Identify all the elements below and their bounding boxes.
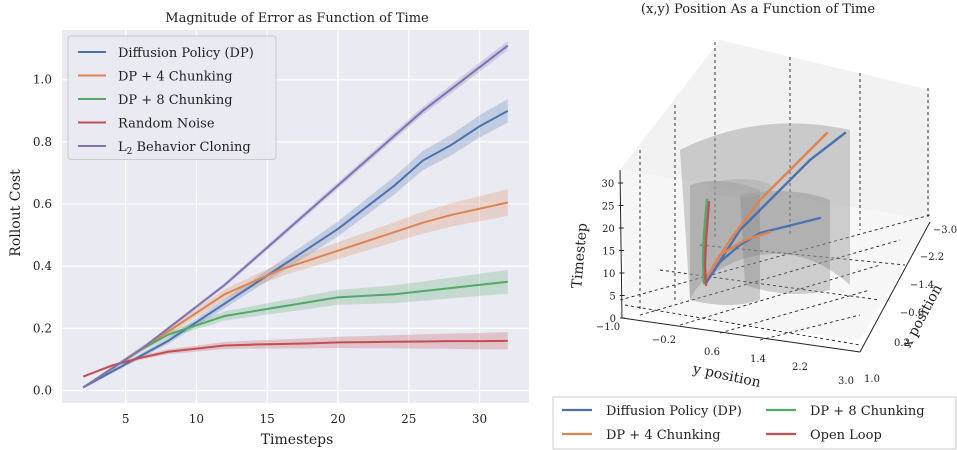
legend-label: DP + 4 Chunking	[606, 428, 721, 443]
x-tick-label: 10	[189, 412, 204, 426]
legend-label: Diffusion Policy (DP)	[118, 46, 254, 61]
x-tick-label: 5	[122, 412, 130, 426]
timestep-ticks: 0 5 10 15 20 25 30	[601, 179, 625, 325]
cylinder-obstacle-2	[740, 191, 830, 294]
y-axis-label: Rollout Cost	[8, 169, 24, 257]
series-line	[82, 44, 509, 389]
legend-label: Random Noise	[118, 117, 215, 132]
chart-title: Magnitude of Error as Function of Time	[165, 11, 429, 26]
legend-label: Diffusion Policy (DP)	[606, 404, 742, 419]
confidence-band	[83, 269, 508, 389]
series-line	[82, 109, 509, 389]
timestep-tick-label: 25	[602, 202, 615, 213]
back-pane	[620, 40, 930, 220]
y-position-tick-label: 0.6	[704, 347, 720, 358]
axis-ticks: 5 10 15 20 25 30 0.0 0.2 0.4 0.6 0.8 1.0	[33, 73, 487, 426]
position-3d-chart: (x,y) Position As a Function of Time	[552, 2, 957, 450]
y-position-tick-label: −0.2	[652, 335, 676, 346]
dp8-trajectory	[701, 198, 709, 285]
grid-line	[679, 264, 881, 326]
x-position-tick-label: 1.0	[864, 374, 880, 385]
timestep-label: Timestep	[569, 222, 591, 289]
legend-label: DP + 8 Chunking	[810, 404, 925, 419]
y-position-tick-label: 1.4	[750, 354, 766, 365]
legend-3d: Diffusion Policy (DP) DP + 4 Chunking DP +…	[552, 396, 957, 450]
series-line	[82, 339, 508, 378]
grid-line	[759, 314, 861, 341]
y-tick-label: 0.0	[33, 384, 52, 398]
timestep-tick-label: 30	[601, 179, 614, 190]
x-tick-label: 20	[330, 412, 345, 426]
confidence-bands	[83, 40, 508, 389]
chart-title-3d: (x,y) Position As a Function of Time	[641, 2, 875, 17]
x-tick-label: 30	[472, 412, 487, 426]
timestep-tick-label: 20	[602, 224, 615, 235]
y-tick-label: 0.6	[33, 197, 52, 211]
x-tick-label: 25	[401, 412, 416, 426]
confidence-band	[83, 332, 508, 378]
back-panes	[619, 40, 931, 346]
confidence-band	[83, 189, 508, 389]
cylinder-top	[708, 179, 772, 197]
grid-line	[659, 269, 881, 301]
x-axis-label: Timesteps	[261, 432, 334, 448]
dp4-trajectory	[702, 131, 829, 284]
x-position-tick-label: −0.6	[900, 308, 924, 319]
x-position-tick-label: −2.2	[920, 252, 944, 263]
y-position-label: y position	[690, 361, 762, 391]
y-position-tick-label: −1.0	[596, 322, 620, 333]
y-tick-label: 0.8	[33, 135, 52, 149]
legend-frame	[552, 396, 957, 450]
dp-trajectory	[704, 131, 847, 285]
error-chart: 5 10 15 20 25 30 0.0 0.2 0.4 0.6 0.8 1.0 Magnitude …	[8, 11, 529, 448]
x-position-axis-line	[859, 221, 931, 353]
x-position-ticks: −3.0 −2.2 −1.4 −0.6 0.2 1.0	[864, 225, 957, 385]
z-axis-line	[619, 169, 623, 319]
y-position-tick-label: 2.2	[792, 362, 808, 373]
confidence-band	[83, 40, 508, 389]
timestep-tick-label: 0	[610, 314, 616, 325]
confidence-band	[83, 99, 508, 389]
x-tick-label: 15	[260, 412, 275, 426]
x-position-tick-label: 0.2	[894, 338, 910, 349]
legend-box	[67, 35, 277, 160]
legend-label: Open Loop	[810, 428, 882, 443]
grid-line	[624, 304, 861, 346]
series-lines	[82, 44, 509, 389]
y-position-axis-line	[621, 317, 861, 353]
y-tick-label: 1.0	[33, 73, 52, 87]
timestep-tick-label: 10	[603, 269, 616, 280]
timestep-tick-label: 15	[602, 247, 615, 258]
x-position-tick-label: −3.0	[933, 225, 957, 236]
grid-line	[699, 244, 906, 266]
series-line	[82, 201, 508, 389]
floor-pane	[620, 170, 930, 340]
timestep-tick-label: 5	[609, 292, 615, 303]
y-position-tick-label: 3.0	[838, 376, 854, 387]
y-tick-label: 0.2	[33, 321, 52, 335]
legend-label: L2 Behavior Cloning	[118, 140, 251, 157]
open-loop-trajectory	[703, 200, 711, 287]
series-line	[82, 280, 508, 389]
legend-label: DP + 4 Chunking	[118, 70, 233, 85]
y-tick-label: 0.4	[33, 259, 52, 273]
legend: Diffusion Policy (DP) DP + 4 Chunking DP +…	[67, 35, 277, 160]
x-position-tick-label: −1.4	[910, 280, 934, 291]
y-position-ticks: −1.0 −0.2 0.6 1.4 2.2 3.0	[596, 322, 854, 387]
legend-label: DP + 8 Chunking	[118, 93, 233, 108]
